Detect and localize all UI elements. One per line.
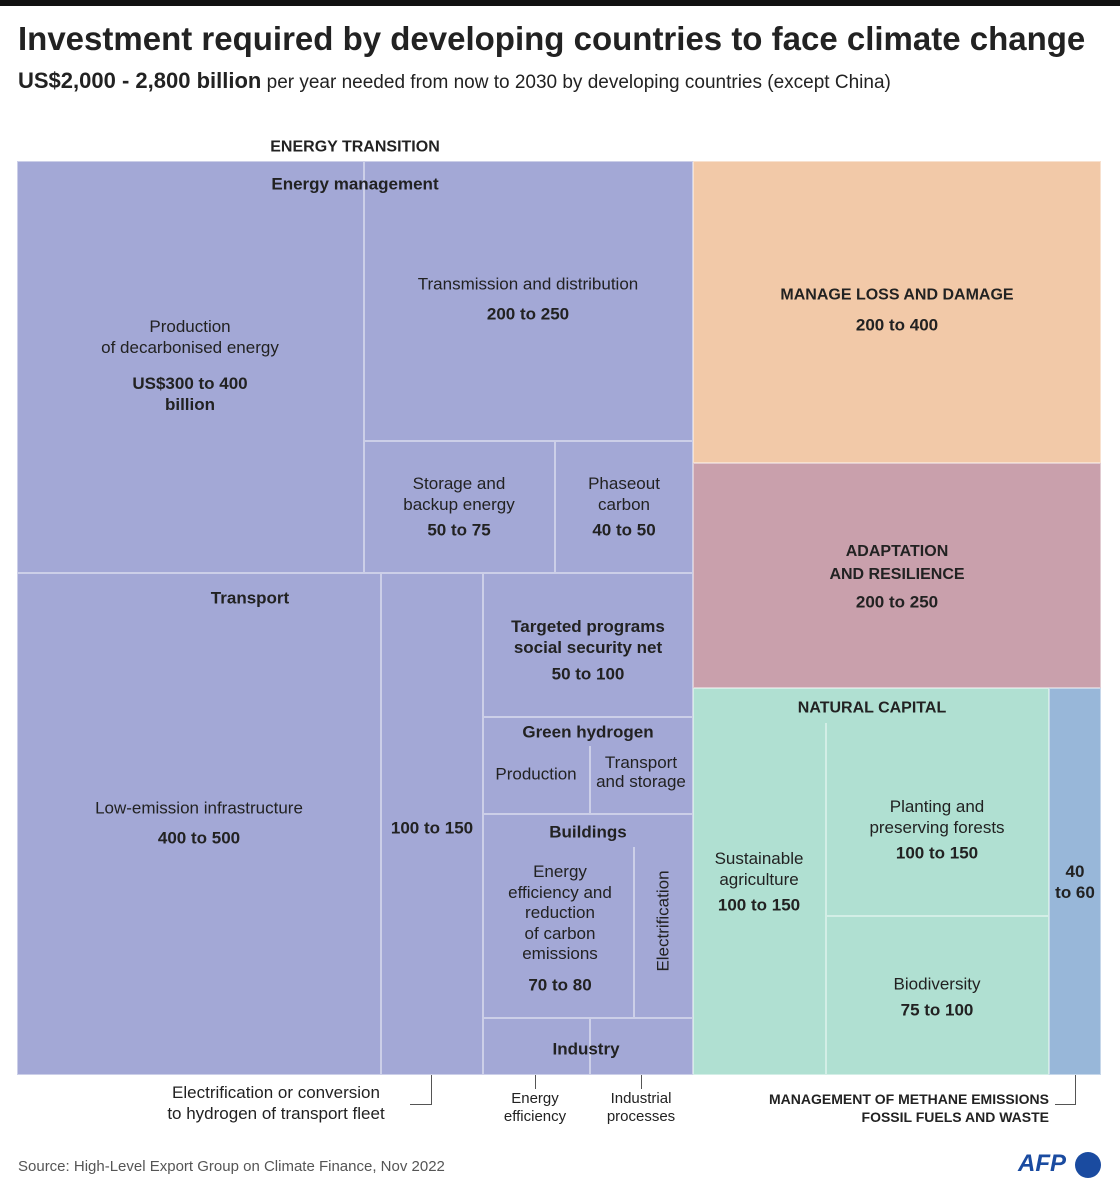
header-band — [484, 815, 692, 847]
value: 75 to 100 — [900, 1000, 974, 1020]
label: Sustainable agriculture — [714, 849, 804, 889]
value: US$300 to 400 billion — [132, 374, 248, 414]
value: 100 to 150 — [717, 895, 801, 915]
block — [381, 573, 483, 1075]
header: NATURAL CAPITAL — [797, 699, 947, 717]
block — [826, 916, 1049, 1075]
value: 40 to 50 — [592, 520, 656, 540]
header: Industry — [552, 1039, 620, 1059]
value: 70 to 80 — [528, 975, 592, 995]
header: Transport — [210, 588, 290, 608]
leader-line — [431, 1075, 432, 1105]
header-band — [484, 718, 692, 746]
label: Phaseout carbon — [588, 474, 660, 514]
block — [17, 161, 364, 573]
header: Energy management — [271, 174, 439, 194]
block — [826, 688, 1049, 916]
label: Energy efficiency and reduction of carbo… — [508, 861, 612, 963]
logo-dot — [1075, 1152, 1101, 1178]
value: 200 to 400 — [855, 315, 939, 335]
value: 200 to 250 — [855, 592, 939, 612]
label: Transmission and distribution — [417, 274, 639, 294]
block — [483, 814, 634, 1018]
block — [590, 1018, 693, 1075]
block — [693, 688, 826, 1075]
subtitle-text: per year needed from now to 2030 by deve… — [266, 72, 891, 93]
label: MANAGE LOSS AND DAMAGE — [780, 286, 1014, 304]
subtitle: US$2,000 - 2,800 billion per year needed… — [18, 68, 891, 94]
header: Green hydrogen — [522, 722, 654, 742]
annotation: Electrification or conversion to hydroge… — [167, 1083, 385, 1123]
header-band — [694, 689, 1048, 723]
block — [1049, 688, 1101, 1075]
value: 40 to 60 — [1055, 862, 1095, 902]
leader-line — [410, 1104, 432, 1105]
value: 200 to 250 — [486, 304, 570, 324]
label: Electrification — [653, 870, 673, 972]
value: 100 to 150 — [390, 818, 474, 838]
block — [364, 441, 555, 573]
block — [693, 463, 1101, 688]
leader-line — [1075, 1075, 1076, 1105]
block — [17, 573, 381, 1075]
logo: AFP — [1018, 1150, 1066, 1177]
block — [693, 161, 1101, 463]
block — [364, 161, 693, 441]
annotation: Industrial processes — [606, 1090, 676, 1125]
label: Transport and storage — [596, 753, 686, 791]
value: 400 to 500 — [157, 828, 241, 848]
annotation: Energy efficiency — [503, 1090, 567, 1125]
label: Production of decarbonised energy — [101, 317, 279, 357]
label: Storage and backup energy — [403, 474, 515, 514]
header: Buildings — [549, 822, 627, 842]
leader-line — [1055, 1104, 1076, 1105]
source: Source: High-Level Export Group on Clima… — [18, 1158, 445, 1175]
label: Targeted programs social security net — [511, 617, 665, 657]
block — [483, 573, 693, 717]
value: 50 to 75 — [427, 520, 491, 540]
title: Investment required by developing countr… — [18, 20, 1086, 57]
leader-line — [535, 1075, 536, 1089]
value: 100 to 150 — [895, 843, 979, 863]
label: Biodiversity — [893, 974, 981, 994]
value: 50 to 100 — [551, 664, 625, 684]
block — [483, 1018, 590, 1075]
label: Low-emission infrastructure — [95, 798, 303, 818]
label: ADAPTATION AND RESILIENCE — [829, 543, 965, 583]
annotation: MANAGEMENT OF METHANE EMISSIONS FOSSIL F… — [768, 1091, 1049, 1125]
block — [555, 441, 693, 573]
group-label: ENERGY TRANSITION — [270, 138, 440, 156]
leader-line — [641, 1075, 642, 1089]
label: Planting and preserving forests — [869, 797, 1005, 837]
label: Production — [495, 764, 577, 784]
block — [634, 814, 693, 1018]
subtitle-bold: US$2,000 - 2,800 billion — [18, 68, 262, 93]
top-rule — [0, 0, 1120, 6]
